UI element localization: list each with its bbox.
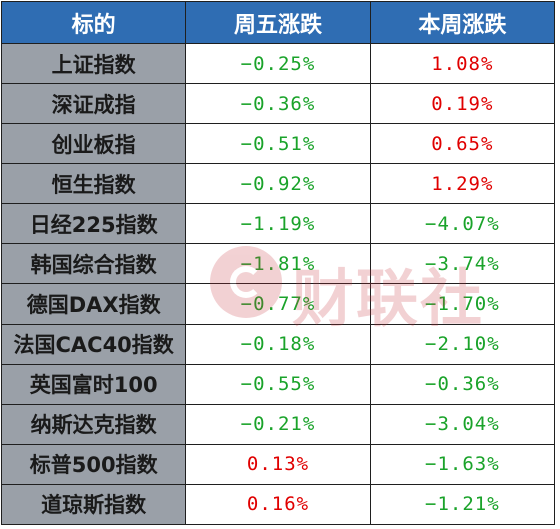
table-row: 恒生指数 −0.92% 1.29%: [0, 163, 556, 205]
week-change-cell: −2.10%: [369, 323, 556, 365]
friday-change-cell: −1.81%: [185, 243, 371, 285]
header-week-change: 本周涨跌: [369, 1, 556, 44]
table-row: 标普500指数 0.13% −1.63%: [0, 443, 556, 485]
header-name: 标的: [0, 1, 187, 44]
week-change-cell: −4.07%: [369, 203, 556, 245]
index-name-cell: 德国DAX指数: [0, 283, 187, 325]
table-row: 纳斯达克指数 −0.21% −3.04%: [0, 403, 556, 445]
friday-change-cell: −0.36%: [185, 83, 371, 125]
friday-change-cell: −0.92%: [185, 163, 371, 205]
table-row: 上证指数 −0.25% 1.08%: [0, 42, 556, 85]
friday-change-cell: −0.25%: [185, 42, 371, 85]
friday-change-cell: −0.77%: [185, 283, 371, 325]
index-name-cell: 深证成指: [0, 83, 187, 125]
friday-change-cell: −1.19%: [185, 203, 371, 245]
week-change-cell: 1.08%: [369, 42, 556, 85]
table-row: 韩国综合指数 −1.81% −3.74%: [0, 243, 556, 285]
week-change-cell: 1.29%: [369, 163, 556, 205]
table-row: 德国DAX指数 −0.77% −1.70%: [0, 283, 556, 325]
week-change-cell: −3.74%: [369, 243, 556, 285]
friday-change-cell: −0.18%: [185, 323, 371, 365]
header-row: 标的 周五涨跌 本周涨跌: [0, 1, 556, 44]
friday-change-cell: 0.13%: [185, 443, 371, 485]
table-body: 上证指数 −0.25% 1.08% 深证成指 −0.36% 0.19% 创业板指 −0.51%…: [0, 42, 556, 526]
friday-change-cell: 0.16%: [185, 483, 371, 526]
index-name-cell: 创业板指: [0, 123, 187, 165]
index-name-cell: 法国CAC40指数: [0, 323, 187, 365]
week-change-cell: −1.63%: [369, 443, 556, 485]
index-name-cell: 英国富时100: [0, 363, 187, 405]
index-name-cell: 纳斯达克指数: [0, 403, 187, 445]
friday-change-cell: −0.55%: [185, 363, 371, 405]
table-row: 道琼斯指数 0.16% −1.21%: [0, 483, 556, 526]
index-name-cell: 日经225指数: [0, 203, 187, 245]
table-row: 法国CAC40指数 −0.18% −2.10%: [0, 323, 556, 365]
week-change-cell: 0.65%: [369, 123, 556, 165]
week-change-cell: −0.36%: [369, 363, 556, 405]
header-friday-change: 周五涨跌: [185, 1, 371, 44]
index-name-cell: 标普500指数: [0, 443, 187, 485]
friday-change-cell: −0.21%: [185, 403, 371, 445]
week-change-cell: −1.70%: [369, 283, 556, 325]
week-change-cell: −1.21%: [369, 483, 556, 526]
friday-change-cell: −0.51%: [185, 123, 371, 165]
index-name-cell: 道琼斯指数: [0, 483, 187, 526]
table-row: 深证成指 −0.36% 0.19%: [0, 83, 556, 125]
table-row: 创业板指 −0.51% 0.65%: [0, 123, 556, 165]
index-name-cell: 上证指数: [0, 42, 187, 85]
week-change-cell: −3.04%: [369, 403, 556, 445]
table-row: 日经225指数 −1.19% −4.07%: [0, 203, 556, 245]
week-change-cell: 0.19%: [369, 83, 556, 125]
table-row: 英国富时100 −0.55% −0.36%: [0, 363, 556, 405]
index-name-cell: 韩国综合指数: [0, 243, 187, 285]
index-name-cell: 恒生指数: [0, 163, 187, 205]
